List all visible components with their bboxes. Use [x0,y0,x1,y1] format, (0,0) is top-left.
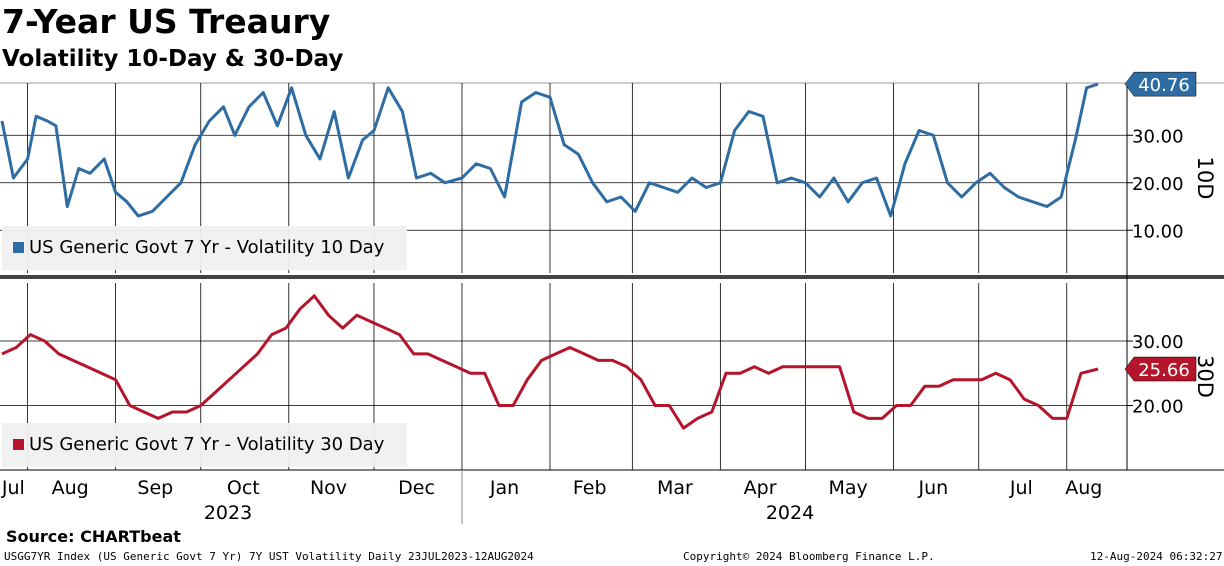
x-tick-label: Apr [744,477,777,499]
y-tick-label: 20.00 [1132,397,1184,418]
legend-bg [2,423,407,467]
y-tick-label: 30.00 [1132,126,1184,147]
last-value-badge: 40.76 [1124,71,1197,97]
x-year-label: 2024 [766,502,814,524]
legend-swatch [13,439,24,450]
legend-label: US Generic Govt 7 Yr - Volatility 10 Day [29,237,385,258]
last-value-bg [1124,71,1197,97]
y-tick-label: 20.00 [1132,174,1184,195]
x-tick-label: Jun [917,477,948,499]
chart-subtitle: Volatility 10-Day & 30-Day [2,46,344,72]
y-axis-label: 10D [1193,157,1217,200]
y-tick-label: 30.00 [1132,332,1184,353]
y-tick-label: 10.00 [1132,221,1184,242]
x-tick-label: Nov [310,477,347,499]
chart-title: 7-Year US Treaury [2,2,331,41]
last-value-bg [1124,356,1197,382]
footer-timestamp: 12-Aug-2024 06:32:27 [1090,550,1223,563]
x-tick-label: Oct [227,477,260,499]
last-value-text: 25.66 [1138,360,1190,381]
x-tick-label: Feb [573,477,607,499]
x-tick-label: Jan [489,477,519,499]
legend-swatch [13,242,24,253]
x-tick-label: Aug [1065,477,1102,499]
y-axis-label: 30D [1193,355,1217,398]
legend-layer: US Generic Govt 7 Yr - Volatility 10 Day… [2,226,407,467]
series-layer [0,82,1099,430]
x-tick-label: Aug [52,477,89,499]
legend-10D: US Generic Govt 7 Yr - Volatility 10 Day [2,226,407,270]
x-tick-label: Mar [657,477,693,499]
last-value-badge: 25.66 [1124,356,1197,382]
footer-copyright: Copyright© 2024 Bloomberg Finance L.P. [683,550,935,563]
footer-index-info: USGG7YR Index (US Generic Govt 7 Yr) 7Y … [4,550,534,563]
x-year-label: 2023 [204,502,252,524]
legend-bg [2,226,407,270]
series-line-30D [1,294,1099,430]
x-tick-label: Sep [137,477,173,499]
axis-layer: 10.00 20.00 30.00 10D 40.76 20.00 30.00 30D25.6… [1,71,1217,524]
x-tick-label: Jul [1,477,25,499]
legend-30D: US Generic Govt 7 Yr - Volatility 30 Day [2,423,407,467]
x-tick-label: Dec [398,477,435,499]
legend-label: US Generic Govt 7 Yr - Volatility 30 Day [29,434,385,455]
x-tick-label: May [828,477,867,499]
source-label: Source: CHARTbeat [6,527,181,546]
last-value-text: 40.76 [1138,75,1190,96]
x-tick-label: Jul [1009,477,1033,499]
